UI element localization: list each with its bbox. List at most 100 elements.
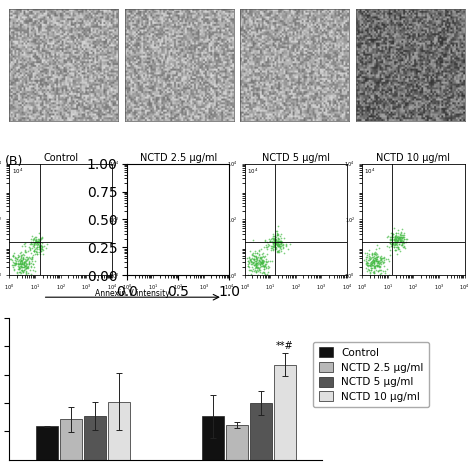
Point xyxy=(16,262,23,269)
Point xyxy=(252,260,260,267)
Bar xyxy=(108,401,130,460)
Point xyxy=(19,263,27,271)
Point xyxy=(392,241,400,248)
Point xyxy=(156,246,164,253)
Point xyxy=(274,222,282,229)
Point xyxy=(368,250,376,258)
Point xyxy=(259,258,267,265)
Point xyxy=(149,229,156,237)
Point xyxy=(18,266,26,273)
Point xyxy=(31,240,38,247)
Point xyxy=(268,244,276,251)
Point xyxy=(128,264,135,272)
Text: $10^4$: $10^4$ xyxy=(129,167,140,176)
Point xyxy=(154,239,161,246)
Point xyxy=(17,258,24,266)
Point xyxy=(245,257,252,264)
Point xyxy=(256,263,264,271)
Point xyxy=(133,265,140,273)
Point xyxy=(31,238,38,246)
Point xyxy=(390,236,397,244)
Point xyxy=(276,242,283,250)
Point xyxy=(16,268,23,275)
Point xyxy=(259,263,266,270)
Point xyxy=(14,265,22,273)
Point xyxy=(399,237,407,245)
Point xyxy=(147,259,155,267)
Point xyxy=(144,264,151,272)
Point xyxy=(246,256,254,264)
Point xyxy=(14,257,22,265)
Point xyxy=(255,259,263,266)
Point xyxy=(391,234,399,241)
Point xyxy=(273,248,281,255)
Point xyxy=(251,252,259,260)
Point xyxy=(373,242,381,249)
Point xyxy=(21,258,28,265)
Point xyxy=(245,260,252,268)
Point xyxy=(17,259,24,267)
Bar xyxy=(60,419,82,460)
Point xyxy=(144,263,151,270)
Point xyxy=(373,250,381,258)
Point xyxy=(153,243,160,250)
Point xyxy=(269,238,276,246)
Point xyxy=(386,236,393,243)
Point xyxy=(393,233,401,241)
Point xyxy=(264,238,271,246)
Point xyxy=(131,255,138,263)
Point xyxy=(364,259,371,267)
Point xyxy=(133,262,141,270)
Point xyxy=(9,261,17,269)
Point xyxy=(271,235,279,242)
Point xyxy=(377,266,385,273)
Point xyxy=(400,234,408,241)
Point xyxy=(264,264,272,272)
Point xyxy=(19,272,27,279)
Point xyxy=(137,260,145,268)
Point xyxy=(260,265,268,273)
Point xyxy=(263,241,270,249)
Point xyxy=(254,267,262,275)
Point xyxy=(133,246,140,254)
Point xyxy=(33,239,41,246)
Point xyxy=(18,260,25,267)
Point xyxy=(134,261,142,268)
Point xyxy=(374,261,381,269)
Point xyxy=(19,267,27,274)
Point xyxy=(369,258,377,266)
Point xyxy=(26,254,34,261)
Point xyxy=(366,255,374,263)
Point xyxy=(19,255,27,263)
Point xyxy=(261,263,269,270)
Point xyxy=(271,239,278,246)
Point xyxy=(18,259,26,266)
Point xyxy=(399,233,407,241)
Point xyxy=(258,260,265,267)
Point xyxy=(395,240,403,247)
Point xyxy=(263,264,270,272)
Point xyxy=(134,248,141,256)
Point xyxy=(131,256,138,264)
Point xyxy=(127,266,134,274)
Point xyxy=(253,254,261,262)
Point xyxy=(262,271,269,279)
Point xyxy=(387,236,395,243)
Point xyxy=(370,269,377,276)
Point xyxy=(136,258,144,265)
Point xyxy=(31,245,38,252)
Point xyxy=(274,248,282,255)
Point xyxy=(18,266,26,273)
Point xyxy=(159,239,166,247)
Point xyxy=(18,242,26,249)
Point xyxy=(388,242,395,250)
Point xyxy=(366,268,374,276)
Point xyxy=(140,255,147,262)
Point xyxy=(17,256,25,264)
Point xyxy=(264,257,272,264)
Point xyxy=(250,258,258,266)
Point xyxy=(394,229,401,237)
Point xyxy=(270,238,278,246)
Point xyxy=(396,230,404,238)
Point xyxy=(130,262,138,269)
